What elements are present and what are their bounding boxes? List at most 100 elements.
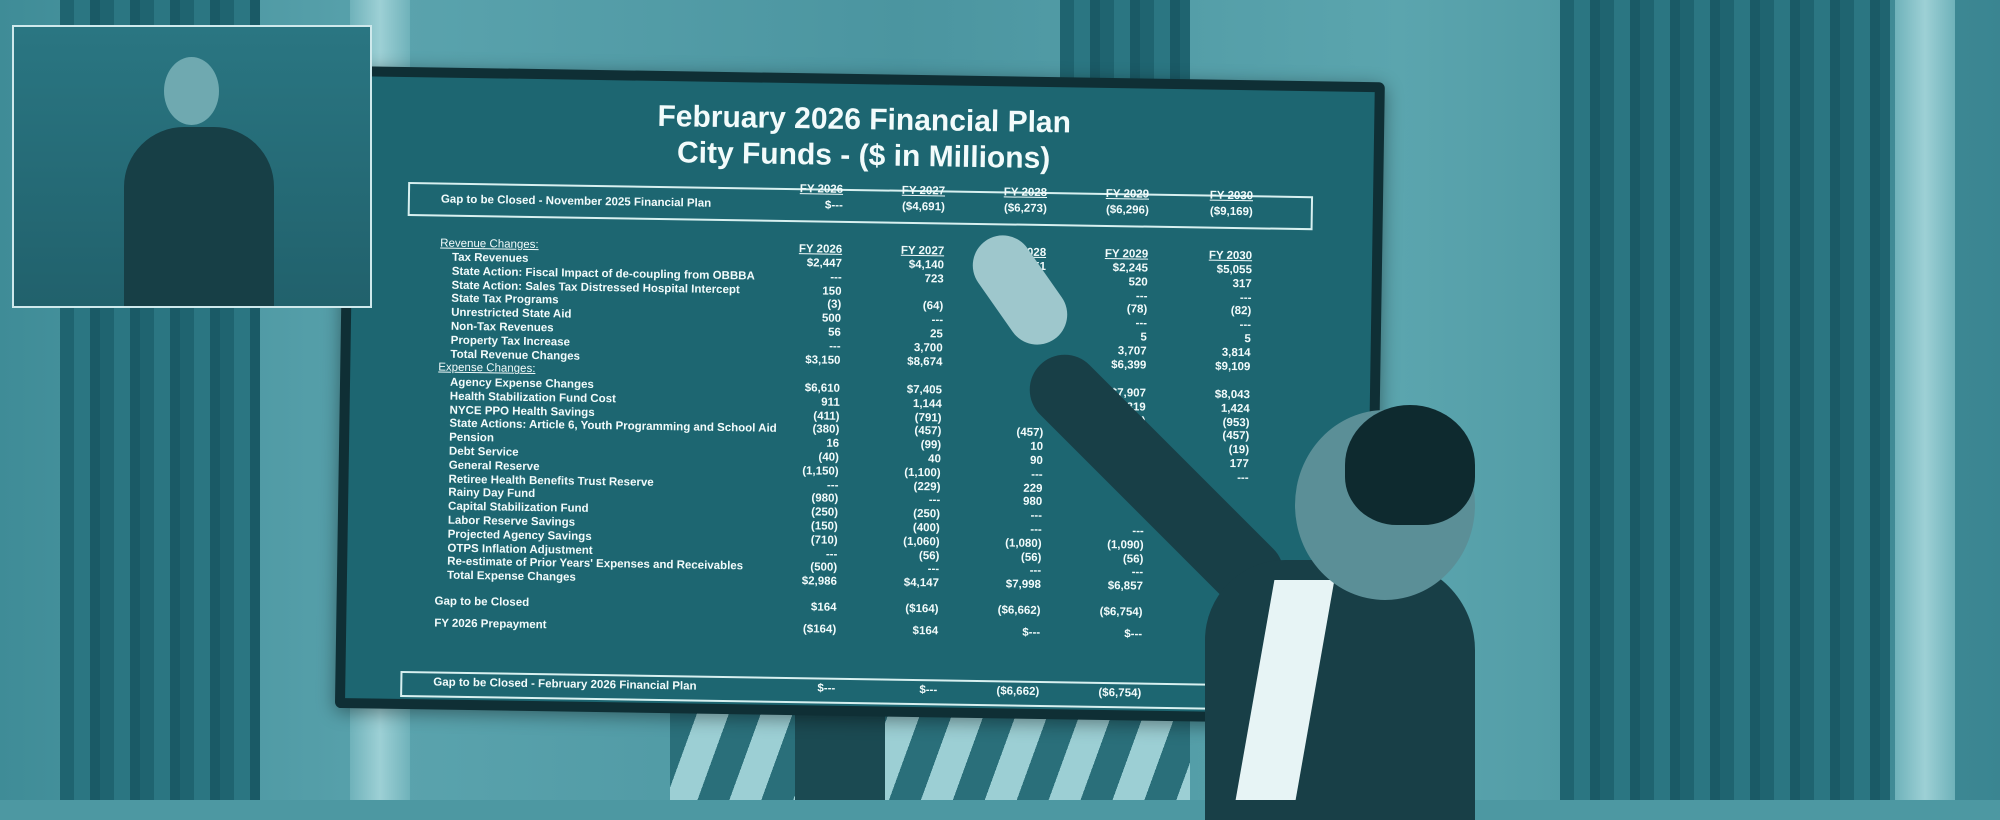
cell-value: $6,857 [1107, 580, 1144, 593]
cell-value: $7,405 [906, 383, 943, 397]
cell-value: (1,100) [904, 466, 941, 480]
cell-value [864, 286, 944, 287]
row-label: Tax Revenues [451, 251, 529, 265]
cell-value: 56 [827, 326, 841, 339]
cell-value: $7,998 [1005, 578, 1042, 592]
cell-value: 5 [1244, 333, 1251, 346]
cell-value: (40) [818, 451, 840, 464]
cell-value: $4,140 [908, 258, 945, 272]
cell-value: 3,700 [913, 341, 943, 355]
cell-value: --- [1030, 509, 1043, 523]
cell-value: --- [931, 314, 944, 327]
cell-value: (56) [1122, 552, 1144, 566]
cell-value: (791) [914, 411, 942, 424]
cell-value: --- [1029, 565, 1042, 578]
cell-value: (980) [811, 492, 839, 506]
cell-value: ($6,754) [1098, 686, 1142, 700]
interpreter-body [124, 127, 274, 306]
row-label: NYCE PPO Health Savings [449, 404, 595, 419]
cell-value: FY 2030 [1208, 249, 1253, 263]
cell-value: (3) [827, 298, 842, 312]
row-label: Pension [449, 431, 494, 445]
cell-value: (457) [914, 425, 942, 438]
cell-value: $8,674 [907, 355, 943, 369]
cell-value: $4,147 [903, 576, 940, 590]
cell-value: $2,986 [801, 575, 838, 588]
cell-value: (229) [913, 480, 941, 493]
cell-value: (1,150) [802, 464, 839, 478]
cell-value: ($6,273) [1003, 202, 1047, 216]
row-label: Rainy Day Fund [448, 486, 536, 501]
cell-value: $--- [1124, 628, 1143, 641]
cell-value: --- [927, 563, 940, 576]
row-label: Health Stabilization Fund Cost [449, 390, 617, 405]
row-label: Labor Reserve Savings [447, 514, 576, 529]
sign-language-interpreter-inset [12, 25, 372, 308]
curtain-right [1560, 0, 1890, 800]
cell-value: FY 2028 [1003, 186, 1048, 200]
row-label: Unrestricted State Aid [451, 306, 572, 321]
cell-value: 5 [1140, 331, 1147, 344]
cell-value: ($6,296) [1105, 203, 1149, 217]
cell-value: (500) [810, 561, 838, 575]
cell-value: 500 [821, 312, 842, 326]
cell-value: $6,610 [804, 382, 841, 395]
cell-value: ($164) [905, 602, 939, 616]
cell-value: $2,245 [1112, 262, 1149, 275]
row-label: Non-Tax Revenues [450, 320, 554, 335]
cell-value: FY 2030 [1209, 189, 1254, 203]
cell-value: FY 2026 [799, 183, 844, 196]
interpreter-head [164, 57, 219, 125]
row-label: Capital Stabilization Fund [447, 500, 589, 515]
row-label: OTPS Inflation Adjustment [447, 542, 593, 557]
cell-value: --- [1031, 468, 1043, 481]
cell-value: 3,707 [1117, 344, 1147, 358]
cell-value: --- [826, 479, 839, 492]
slide-title: February 2026 Financial Plan City Funds … [353, 94, 1374, 182]
cell-value: 150 [822, 285, 842, 298]
cell-value: ($164) [802, 623, 837, 636]
cell-value: (710) [810, 534, 838, 547]
cell-value [1064, 510, 1144, 511]
row-label: FY 2026 Prepayment [434, 617, 547, 632]
cell-value: (457) [1016, 426, 1044, 440]
cell-value [965, 356, 1045, 357]
cell-value: (1,080) [1005, 537, 1042, 550]
cell-value: 229 [1023, 482, 1043, 495]
cell-value: (411) [813, 409, 840, 423]
cell-value: ($9,169) [1209, 205, 1253, 219]
presenter-hair [1345, 405, 1475, 525]
cell-value: ($6,662) [996, 685, 1040, 698]
cell-value: --- [830, 271, 842, 284]
row-label: Debt Service [448, 445, 519, 459]
cell-value: FY 2027 [901, 184, 946, 198]
cell-value: ($6,662) [997, 604, 1041, 617]
cell-value: 1,144 [912, 397, 942, 411]
cell-value: (250) [913, 508, 941, 521]
cell-value: (56) [1020, 551, 1042, 564]
row-label: General Reserve [448, 459, 540, 473]
cell-value: FY 2027 [900, 244, 945, 258]
cell-value: --- [1131, 566, 1144, 579]
cell-value: $2,447 [806, 257, 843, 270]
cell-value: 911 [821, 396, 840, 409]
cell-value: (457) [1222, 430, 1250, 443]
cell-value: FY 2029 [1104, 247, 1149, 261]
cell-value: --- [1239, 291, 1252, 304]
cell-value: 10 [1030, 440, 1044, 454]
cell-value: $3,150 [805, 353, 841, 367]
row-label: Projected Agency Savings [447, 528, 592, 543]
cell-value: (56) [918, 549, 940, 562]
cell-value: FY 2026 [798, 243, 843, 256]
cell-value: $--- [817, 682, 836, 695]
cell-value: --- [1030, 523, 1042, 536]
cell-value: 980 [1022, 496, 1043, 509]
row-label: Total Revenue Changes [450, 348, 581, 363]
cell-value: (99) [920, 439, 942, 452]
cell-value: $--- [919, 684, 938, 697]
row-label: Agency Expense Changes [449, 376, 594, 391]
cell-value: (78) [1126, 303, 1148, 317]
row-label: Gap to be Closed [434, 595, 530, 609]
cell-value: ($4,691) [901, 200, 945, 214]
cell-value: (150) [810, 520, 838, 533]
